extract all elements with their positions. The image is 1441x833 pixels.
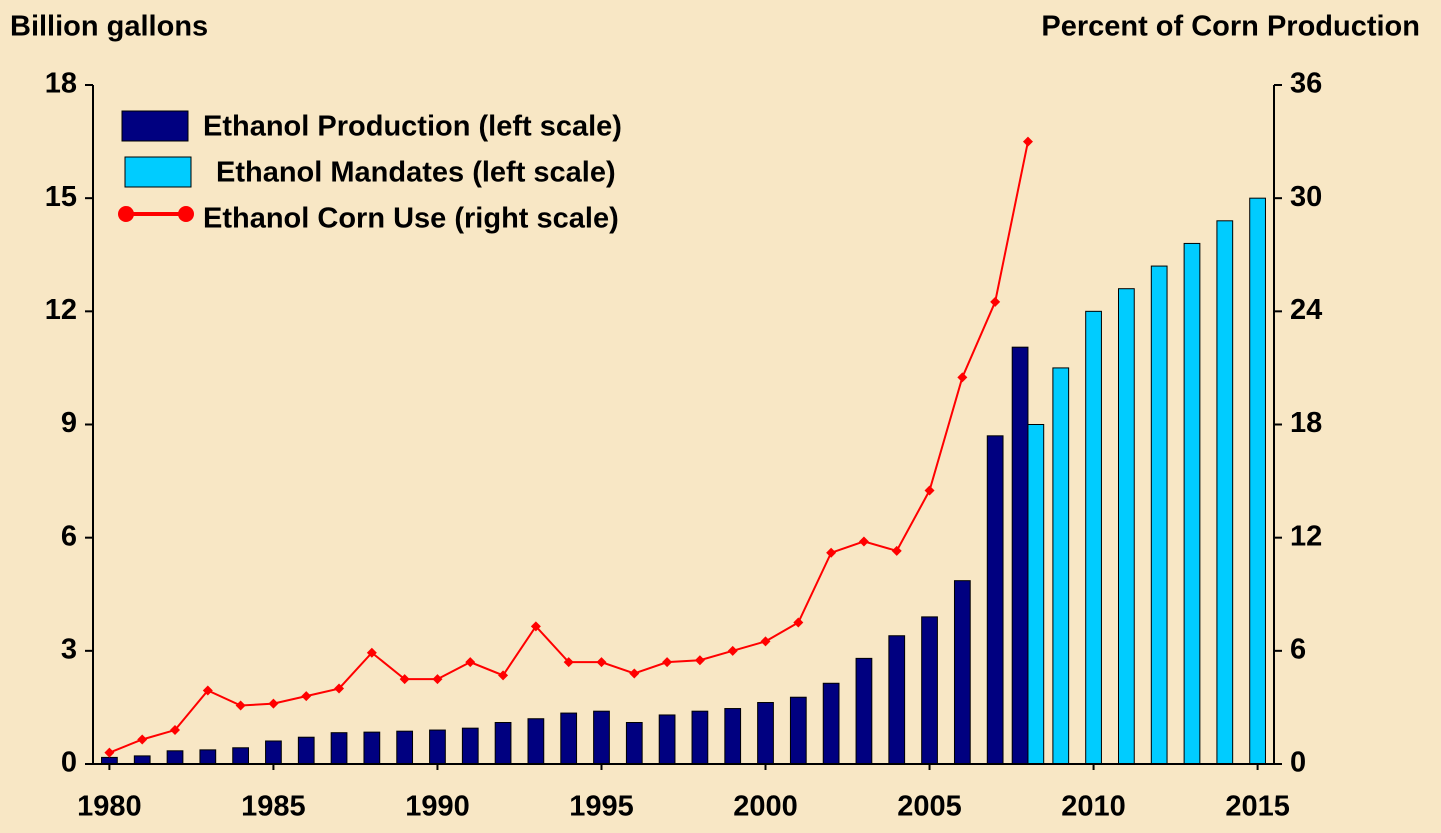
- bar: [297, 736, 315, 765]
- bar: [133, 755, 151, 765]
- bar: [363, 731, 381, 765]
- point: [498, 670, 509, 681]
- y2-tick-label: 30: [1290, 181, 1322, 213]
- bar: [1085, 310, 1102, 765]
- bar: [1118, 288, 1135, 765]
- point: [399, 674, 410, 685]
- bar: [330, 732, 348, 765]
- point: [465, 657, 476, 668]
- bar: [1011, 346, 1029, 765]
- point: [170, 725, 181, 736]
- bar: [527, 718, 545, 765]
- bar: [1052, 367, 1070, 765]
- point: [924, 485, 935, 496]
- point: [235, 700, 246, 711]
- legend-swatch: [124, 156, 192, 188]
- bar: [658, 714, 676, 765]
- x-tick-label: 2015: [1225, 791, 1290, 823]
- bar: [691, 710, 709, 765]
- x-tick-label: 1990: [405, 791, 470, 823]
- bar: [757, 702, 774, 765]
- legend-label: Ethanol Corn Use (right scale): [203, 203, 619, 235]
- bar: [232, 747, 249, 765]
- bar: [1216, 220, 1234, 765]
- point: [432, 674, 443, 685]
- point: [1022, 136, 1033, 147]
- y-tick-label: 9: [61, 407, 77, 439]
- bar: [494, 722, 512, 765]
- x-tick-label: 1985: [241, 791, 306, 823]
- y-tick-label: 18: [45, 68, 77, 100]
- bar: [429, 729, 446, 765]
- point: [301, 691, 312, 702]
- point: [629, 668, 640, 679]
- bar: [1027, 424, 1045, 765]
- point: [990, 296, 1001, 307]
- y-axis-label: Billion gallons: [10, 11, 208, 43]
- point: [662, 657, 673, 668]
- bar: [822, 682, 840, 765]
- point: [793, 617, 804, 628]
- bar: [855, 657, 873, 765]
- y2-tick-label: 0: [1290, 747, 1306, 779]
- bar: [921, 616, 938, 765]
- bar: [888, 635, 906, 765]
- y2-tick-label: 18: [1290, 407, 1322, 439]
- point: [694, 655, 705, 666]
- legend-swatch: [121, 110, 189, 142]
- point: [334, 683, 345, 694]
- point: [366, 647, 377, 658]
- bar: [166, 750, 184, 765]
- y-tick-label: 6: [61, 520, 77, 552]
- point: [760, 636, 771, 647]
- legend-label: Ethanol Mandates (left scale): [216, 157, 616, 189]
- bar: [953, 580, 971, 765]
- bar: [1150, 265, 1168, 765]
- bar: [1249, 197, 1266, 765]
- bar: [396, 730, 414, 765]
- y-tick-label: 3: [61, 633, 77, 665]
- point: [957, 372, 968, 383]
- bar: [199, 749, 217, 765]
- point: [530, 621, 541, 632]
- point: [858, 536, 869, 547]
- legend-dot: [118, 206, 134, 222]
- y-tick-label: 15: [45, 181, 77, 213]
- point: [563, 657, 574, 668]
- y2-axis-label: Percent of Corn Production: [1041, 11, 1420, 43]
- bar: [461, 727, 479, 765]
- point: [202, 685, 213, 696]
- point: [104, 747, 115, 758]
- x-tick-label: 2000: [733, 791, 798, 823]
- x-tick-label: 1995: [569, 791, 634, 823]
- point: [826, 547, 837, 558]
- bar: [789, 696, 807, 765]
- y-tick-label: 12: [45, 294, 77, 326]
- bar: [560, 712, 578, 765]
- y-tick-label: 0: [61, 747, 77, 779]
- bar: [265, 740, 282, 765]
- point: [268, 698, 279, 709]
- bar: [1183, 242, 1201, 765]
- y2-tick-label: 24: [1290, 294, 1322, 326]
- x-tick-label: 1980: [77, 791, 142, 823]
- x-tick-label: 2010: [1061, 791, 1126, 823]
- y2-tick-label: 12: [1290, 520, 1322, 552]
- bar: [724, 708, 742, 765]
- legend-dot: [178, 206, 194, 222]
- point: [596, 657, 607, 668]
- point: [727, 645, 738, 656]
- bar: [986, 435, 1004, 765]
- bar: [625, 722, 643, 765]
- y2-tick-label: 6: [1290, 633, 1306, 665]
- bar: [593, 710, 610, 765]
- y2-tick-label: 36: [1290, 68, 1322, 100]
- point: [891, 545, 902, 556]
- legend-label: Ethanol Production (left scale): [203, 111, 622, 143]
- point: [137, 734, 148, 745]
- x-tick-label: 2005: [897, 791, 962, 823]
